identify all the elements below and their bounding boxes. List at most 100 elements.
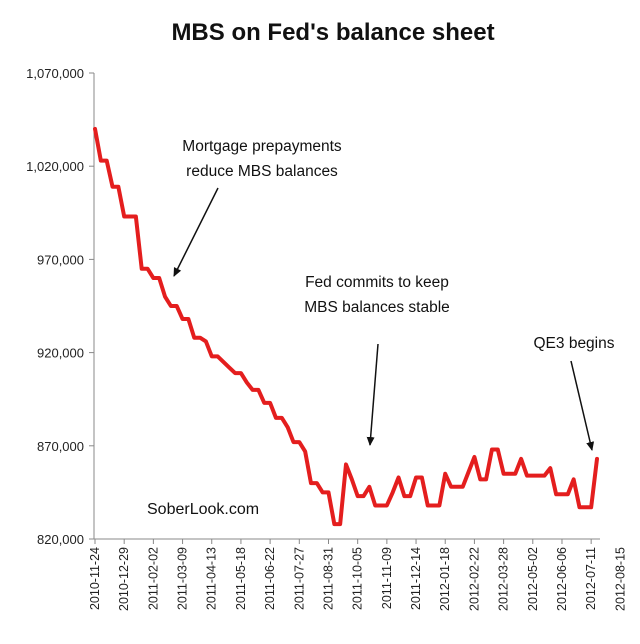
data-point [175,304,179,308]
data-point [134,215,138,219]
data-point [537,474,541,478]
data-point [502,472,506,476]
y-tick-label: 870,000 [37,439,84,454]
data-point [274,416,278,420]
data-point [256,388,260,392]
y-tick-label: 970,000 [37,252,84,267]
data-point [525,474,529,478]
data-point [379,503,383,507]
data-point [309,481,313,485]
x-tick-label: 2011-05-18 [234,547,248,610]
data-point [315,481,319,485]
data-point [140,267,144,271]
data-point [221,360,225,364]
data-point [385,503,389,507]
data-point [93,127,97,131]
data-point [303,449,307,453]
data-point [397,475,401,479]
data-point [566,492,570,496]
x-tick-label: 2011-06-22 [263,547,277,610]
data-point [367,485,371,489]
data-point [577,505,581,509]
x-tick-label: 2011-02-02 [146,547,160,610]
data-point [251,388,255,392]
y-tick-label: 920,000 [37,346,84,361]
y-tick-label: 1,070,000 [26,66,84,81]
data-point [332,522,336,526]
data-point [99,159,103,163]
data-point [490,448,494,452]
y-tick-label: 1,020,000 [26,159,84,174]
data-point [554,492,558,496]
x-tick-label: 2011-10-05 [351,547,365,610]
annotation-qe3-line-1: QE3 begins [534,335,615,352]
annotation-stable-arrow [366,343,379,446]
data-point [507,472,511,476]
data-point [157,276,161,280]
data-point [443,472,447,476]
data-point [297,440,301,444]
x-tick-label: 2012-06-06 [555,547,569,611]
data-point [595,457,599,461]
data-point [245,380,249,384]
data-point [548,466,552,470]
series-layer [93,126,599,527]
data-point [198,336,202,340]
x-tick-label: 2012-07-11 [584,547,598,610]
data-point [478,477,482,481]
x-tick-label: 2012-08-15 [613,547,627,611]
data-point [192,336,196,340]
data-point [116,185,120,189]
data-point [513,472,517,476]
data-point [420,475,424,479]
data-point [356,494,360,498]
x-tick-label: 2011-08-31 [321,547,335,610]
data-point [373,503,377,507]
data-point [122,215,126,219]
data-point [286,425,290,429]
data-point [204,339,208,343]
source-credit: SoberLook.com [147,501,259,518]
data-point [146,267,150,271]
data-point [432,503,436,507]
annotation-prepayments-arrow [173,187,219,277]
data-point [519,457,523,461]
x-tick-label: 2012-01-18 [438,547,452,611]
annotation-qe3-arrow [570,360,595,451]
x-tick-label: 2012-02-22 [467,547,481,611]
data-point [589,505,593,509]
data-point [210,354,214,358]
x-tick-label: 2012-05-02 [526,547,540,611]
x-tick-label: 2010-12-29 [117,547,131,611]
data-point [291,440,295,444]
annotation-stable-line-2: MBS balances stable [304,299,450,316]
data-point [111,185,115,189]
data-point [326,490,330,494]
data-point [408,494,412,498]
data-point [391,490,395,494]
x-tick-label: 2011-11-09 [380,547,394,609]
data-point [472,455,476,459]
y-tick-label: 820,000 [37,532,84,547]
data-point [572,477,576,481]
data-point [233,371,237,375]
x-tick-label: 2010-11-24 [88,547,102,610]
x-tick-label: 2012-03-28 [497,547,511,611]
data-point [542,474,546,478]
data-point [338,522,342,526]
data-point [467,470,471,474]
data-point [262,401,266,405]
data-point [227,366,231,370]
data-point [350,477,354,481]
data-point [461,485,465,489]
data-point [280,416,284,420]
y-axis: 820,000 870,000 920,000 970,000 1,020,000 1,0… [26,66,95,547]
data-point [216,354,220,358]
data-point [362,494,366,498]
annotation-prepayments-line-1: Mortgage prepayments [182,138,342,155]
data-point [426,503,430,507]
x-tick-label: 2011-03-09 [176,547,190,610]
x-tick-label: 2011-07-27 [292,547,306,610]
data-point [128,215,132,219]
